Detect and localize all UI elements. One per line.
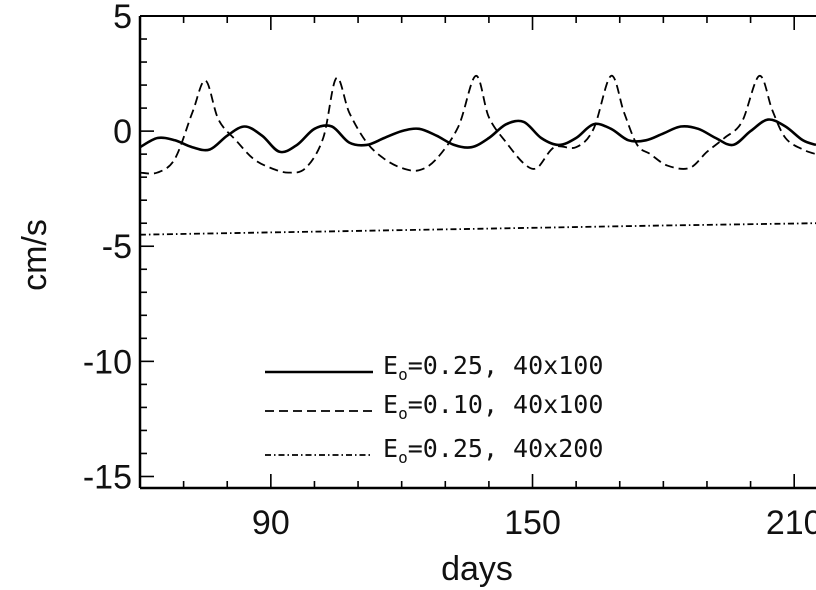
legend-label-3: Eo=0.25, 40x200: [383, 434, 603, 467]
series-line-1: [139, 118, 816, 154]
x-axis-label: days: [441, 550, 513, 588]
legend: Eo=0.25, 40x100 Eo=0.10, 40x100 Eo=0.25, 4…: [265, 351, 603, 467]
y-tick-label: 5: [113, 0, 132, 36]
y-tick-labels: 5 0 -5 -10 -15: [83, 0, 132, 496]
axis-ticks: [140, 15, 795, 488]
series-line-2: [139, 74, 816, 175]
y-axis-label: cm/s: [16, 219, 54, 291]
x-tick-label: 90: [252, 504, 290, 542]
series-layer: [139, 74, 816, 236]
y-tick-label: -5: [102, 228, 132, 266]
legend-label-2: Eo=0.10, 40x100: [383, 390, 603, 423]
series-line-3: [139, 222, 816, 236]
y-tick-label: -15: [83, 458, 132, 496]
x-tick-label: 150: [504, 504, 561, 542]
x-tick-labels: 90 150 210: [252, 504, 816, 542]
x-tick-label: 210: [766, 504, 816, 542]
legend-label-1: Eo=0.25, 40x100: [383, 351, 603, 384]
y-tick-label: 0: [113, 113, 132, 151]
plot-frame: [138, 15, 816, 490]
y-tick-label: -10: [83, 343, 132, 381]
